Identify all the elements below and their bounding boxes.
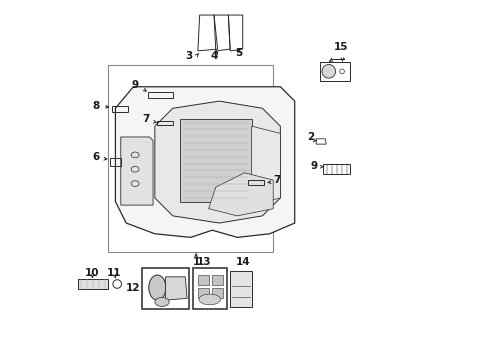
Text: 11: 11 <box>106 267 121 278</box>
Bar <box>230 271 251 307</box>
Bar <box>212 275 223 285</box>
Bar <box>198 288 208 298</box>
Bar <box>319 62 349 81</box>
Text: 3: 3 <box>185 51 192 61</box>
Bar <box>212 288 223 298</box>
Bar <box>108 65 273 252</box>
Text: 13: 13 <box>197 257 211 267</box>
Polygon shape <box>180 119 251 202</box>
Bar <box>142 268 188 309</box>
Ellipse shape <box>148 275 165 300</box>
Text: 4: 4 <box>210 51 217 61</box>
Bar <box>198 275 208 285</box>
Text: 14: 14 <box>235 257 249 267</box>
Text: 12: 12 <box>126 283 140 293</box>
Text: 7: 7 <box>272 175 280 185</box>
Ellipse shape <box>199 294 220 305</box>
Polygon shape <box>155 101 280 223</box>
Text: 6: 6 <box>92 152 99 162</box>
Text: 2: 2 <box>306 132 314 142</box>
Polygon shape <box>251 126 280 205</box>
Text: 1: 1 <box>192 257 199 267</box>
Text: 9: 9 <box>131 80 139 90</box>
Text: 10: 10 <box>84 268 99 278</box>
Polygon shape <box>115 87 294 237</box>
Text: 9: 9 <box>310 161 317 171</box>
Ellipse shape <box>155 297 169 306</box>
Polygon shape <box>208 173 273 216</box>
Polygon shape <box>121 137 153 205</box>
Ellipse shape <box>321 64 335 78</box>
Text: 5: 5 <box>235 48 242 58</box>
Text: 7: 7 <box>142 114 149 124</box>
Bar <box>78 279 108 289</box>
Polygon shape <box>165 277 187 300</box>
Text: 15: 15 <box>333 42 348 52</box>
Bar <box>192 268 226 309</box>
Text: 8: 8 <box>92 102 99 112</box>
Bar <box>323 164 349 174</box>
